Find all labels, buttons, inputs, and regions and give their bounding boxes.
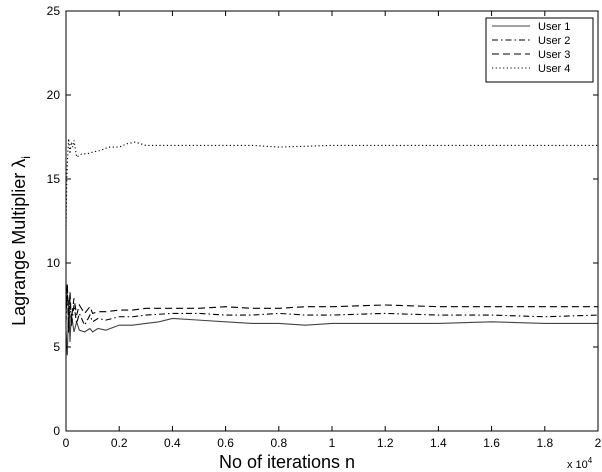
series-line-user-3 <box>65 283 598 327</box>
y-axis-title: Lagrange Multiplier λi <box>9 156 33 326</box>
x-axis-multiplier-base: x 10 <box>567 459 588 471</box>
x-tick-label: 1.2 <box>377 436 394 450</box>
y-axis-title-main: Lagrange Multiplier λ <box>9 159 29 326</box>
x-tick-label: 0.2 <box>111 436 128 450</box>
x-tick-label: 1.4 <box>430 436 447 450</box>
legend-label-user-4: User 4 <box>538 63 570 75</box>
series-line-user-1 <box>65 299 598 356</box>
y-tick-label: 5 <box>53 340 60 354</box>
x-tick-label: 0.8 <box>270 436 287 450</box>
x-tick-label: 0.4 <box>164 436 181 450</box>
legend-label-user-1: User 1 <box>538 21 570 33</box>
x-axis-multiplier: x 104 <box>567 456 593 471</box>
y-tick-label: 0 <box>53 424 60 438</box>
y-tick-label: 10 <box>47 256 61 270</box>
x-tick-label: 0 <box>63 436 70 450</box>
x-tick-label: 0.6 <box>217 436 234 450</box>
legend-label-user-2: User 2 <box>538 35 570 47</box>
legend-label-user-3: User 3 <box>538 49 570 61</box>
x-axis-multiplier-exponent: 4 <box>588 456 593 465</box>
x-axis-title: No of iterations n <box>219 452 355 472</box>
legend-box <box>485 17 594 83</box>
x-tick-label: 2 <box>595 436 602 450</box>
x-tick-label: 1.8 <box>536 436 553 450</box>
y-tick-label: 15 <box>47 172 61 186</box>
series-lines <box>65 138 599 356</box>
x-tick-label: 1 <box>329 436 336 450</box>
x-tick-label: 1.6 <box>483 436 500 450</box>
legend: User 1 User 2 User 3 User 4 <box>485 17 594 83</box>
y-tick-label: 25 <box>47 4 61 18</box>
y-axis-title-subscript: i <box>19 156 33 159</box>
y-tick-label: 20 <box>47 88 61 102</box>
